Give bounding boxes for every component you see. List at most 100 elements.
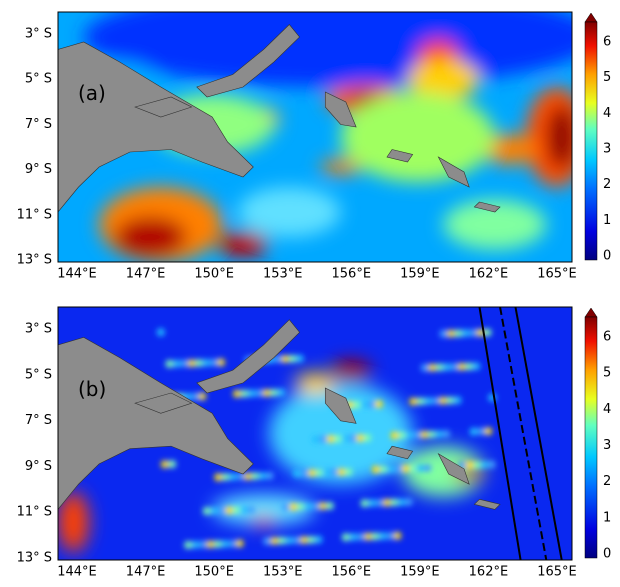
colorbar-label: 2 xyxy=(603,474,611,489)
speckle-dot xyxy=(476,427,485,436)
satellite-track xyxy=(499,307,548,560)
speckle-dot xyxy=(363,433,372,442)
colorbar-arrow xyxy=(584,307,598,318)
lat-label: 5° S xyxy=(25,72,52,87)
speckle-dot xyxy=(168,460,177,469)
speckle-dot xyxy=(374,400,383,409)
speckle-dot xyxy=(363,532,372,541)
speckle-dot xyxy=(435,363,444,372)
speckle-dot xyxy=(420,363,429,372)
speckle-dot xyxy=(239,505,248,514)
speckle-dot xyxy=(270,536,279,545)
speckle-dot xyxy=(394,464,403,473)
field-blob xyxy=(546,104,572,170)
lat-label: 3° S xyxy=(25,27,52,42)
speckle-dot xyxy=(480,460,489,469)
speckle-dot xyxy=(265,471,274,480)
speckle-dot xyxy=(393,531,402,540)
speckle-dot xyxy=(198,392,207,401)
speckle-dot xyxy=(165,359,174,368)
speckle-dot xyxy=(258,471,267,480)
lat-label: 13° S xyxy=(17,551,52,566)
land xyxy=(437,156,470,188)
field-blob xyxy=(407,59,480,100)
colorbar-label: 5 xyxy=(603,70,611,85)
lon-label: 144°E xyxy=(57,565,97,580)
speckle-dot xyxy=(356,532,365,541)
speckle-dot xyxy=(329,468,338,477)
lat-label: 5° S xyxy=(25,367,52,382)
land xyxy=(196,24,300,98)
speckle-dot xyxy=(262,388,271,397)
speckle-dot xyxy=(428,363,437,372)
speckle-dot xyxy=(160,460,169,469)
speckle-dot xyxy=(487,460,496,469)
lon-label: 159°E xyxy=(400,565,440,580)
map-panel xyxy=(58,307,572,560)
land xyxy=(324,91,357,128)
lon-label: 147°E xyxy=(126,267,166,282)
land xyxy=(473,201,501,213)
colorbar-arrow xyxy=(584,12,598,23)
speckle-dot xyxy=(385,531,394,540)
speckle-dot xyxy=(438,396,447,405)
colorbar-label: 0 xyxy=(603,249,611,264)
speckle-dot xyxy=(371,532,380,541)
speckle-dot xyxy=(295,354,304,363)
speckle-dot xyxy=(386,465,395,474)
speckle-dot xyxy=(187,359,196,368)
speckle-dot xyxy=(202,358,211,367)
lon-label: 153°E xyxy=(263,565,303,580)
lon-label: 144°E xyxy=(57,267,97,282)
speckle-dot xyxy=(450,362,459,371)
speckle-dot xyxy=(194,359,203,368)
speckle-dot xyxy=(382,498,391,507)
field-blob xyxy=(443,199,547,250)
speckle-dot xyxy=(333,434,342,443)
colorbar-label: 0 xyxy=(603,547,611,562)
speckle-dot xyxy=(398,431,407,440)
lat-label: 3° S xyxy=(25,322,52,337)
speckle-dot xyxy=(263,537,272,546)
speckle-dot xyxy=(483,328,492,337)
speckle-dot xyxy=(442,363,451,372)
speckle-dot xyxy=(439,329,448,338)
colorbar xyxy=(584,316,598,559)
land xyxy=(473,498,501,510)
lat-label: 9° S xyxy=(25,162,52,177)
speckle-dot xyxy=(472,460,481,469)
colorbar-label: 6 xyxy=(603,35,611,50)
colorbar xyxy=(584,21,598,261)
lon-label: 162°E xyxy=(469,267,509,282)
speckle-dot xyxy=(397,498,406,507)
speckle-dot xyxy=(359,400,368,409)
speckle-dot xyxy=(216,358,225,367)
speckle-dot xyxy=(273,355,282,364)
speckle-dot xyxy=(281,354,290,363)
map-frame xyxy=(57,11,573,263)
speckle-dot xyxy=(416,464,425,473)
speckle-dot xyxy=(484,427,493,436)
speckle-dot xyxy=(379,465,388,474)
lat-label: 13° S xyxy=(17,253,52,268)
speckle-dot xyxy=(296,502,305,511)
speckle-dot xyxy=(472,362,481,371)
speckle-dot xyxy=(341,533,350,542)
colorbar-label: 3 xyxy=(603,142,611,157)
land xyxy=(386,149,414,163)
field-blob xyxy=(212,494,315,525)
field-blob xyxy=(114,217,187,257)
land xyxy=(58,337,254,510)
speckle-dot xyxy=(442,430,451,439)
lon-label: 165°E xyxy=(537,267,577,282)
lon-label: 165°E xyxy=(537,565,577,580)
speckle-dot xyxy=(453,396,462,405)
field-blob xyxy=(253,516,274,528)
lat-label: 7° S xyxy=(25,413,52,428)
speckle-dot xyxy=(209,358,218,367)
speckle-dot xyxy=(355,434,364,443)
speckle-dot xyxy=(190,392,199,401)
speckle-dot xyxy=(202,507,211,516)
speckle-dot xyxy=(236,472,245,481)
speckle-dot xyxy=(405,431,414,440)
